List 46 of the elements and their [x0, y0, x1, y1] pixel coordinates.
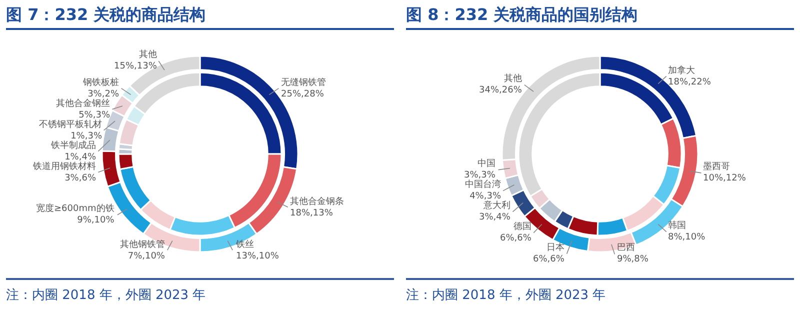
slice-label: 巴西 [617, 243, 635, 253]
slice-label: 其他 [504, 73, 522, 84]
text: 5%,3% [78, 110, 110, 121]
text: 18%,22% [668, 78, 711, 88]
text: 25%,28% [281, 90, 324, 100]
text: 1%,4% [64, 152, 96, 163]
slice-label: 中国台湾 [465, 179, 501, 190]
text: 6%,6% [500, 234, 532, 244]
text: 18%,13% [290, 208, 333, 219]
text: 10%,12% [703, 174, 746, 184]
slice-label: 宽度≥600mm的铁 [36, 203, 114, 214]
slice-label: 墨西哥 [703, 161, 730, 172]
text: 6%,6% [533, 254, 564, 265]
slice-label: 中国 [477, 158, 496, 169]
text: 3%,2% [88, 90, 119, 100]
text: 3%,6% [64, 174, 96, 184]
slice-label: 日本 [546, 242, 564, 253]
slice-label: 德国 [513, 221, 532, 232]
text: 4%,3% [470, 192, 501, 202]
text: 8%,10% [668, 232, 706, 243]
slice-label: 钢铁板桩 [82, 77, 119, 88]
slice-label: 铁半制成品 [50, 140, 96, 151]
slice-label: 加拿大 [668, 65, 695, 76]
slice-label: 其他合金钢条 [290, 196, 344, 207]
chart-title: 图 8：232 关税商品的国别结构 [406, 2, 794, 30]
text: 3%,3% [464, 170, 496, 181]
slice-label: 铁道用钢铁材料 [32, 161, 96, 172]
slice-label: 其他合金钢丝 [56, 98, 110, 109]
slice-label: 意大利 [482, 200, 510, 211]
text: 9%,10% [77, 216, 114, 226]
text: 7%,10% [128, 252, 165, 262]
text: 34%,26% [479, 86, 522, 96]
chart-title: 图 7：232 关税的商品结构 [6, 2, 394, 30]
text: 13%,10% [236, 252, 279, 262]
slice-label: 韩国 [668, 220, 686, 231]
text: 15%,13% [114, 62, 157, 72]
text: 3%,4% [479, 212, 510, 223]
text: 注：内圈 2018 年，外圈 2023 年 [6, 278, 394, 304]
text: 9%,8% [617, 254, 648, 265]
text: 注：内圈 2018 年，外圈 2023 年 [406, 278, 794, 304]
text: 1%,3% [70, 132, 102, 142]
slice-label: 铁丝 [235, 239, 254, 250]
slice-label: 其他 [138, 49, 157, 60]
slice-label: 其他钢铁管 [120, 239, 165, 250]
slice-label: 不锈钢平板轧材 [39, 119, 102, 130]
slice-label: 无缝钢铁管 [281, 77, 326, 88]
